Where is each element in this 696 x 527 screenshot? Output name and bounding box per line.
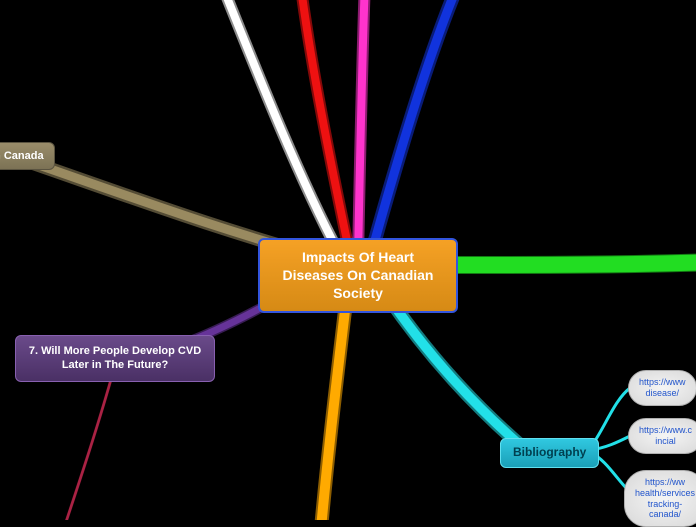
cloud-link-0[interactable]: https://www disease/ — [628, 370, 696, 406]
node-bibliography[interactable]: Bibliography — [500, 438, 599, 468]
node-future-label: 7. Will More People Develop CVD Later in… — [29, 345, 201, 371]
node-bibliography-label: Bibliography — [513, 445, 586, 459]
branch-maroon — [60, 365, 115, 520]
node-future[interactable]: 7. Will More People Develop CVD Later in… — [15, 335, 215, 382]
node-canada-label: In Canada — [0, 150, 44, 162]
cloud-link-2[interactable]: https://ww health/services tracking- can… — [624, 470, 696, 527]
branch-orange-core — [320, 285, 348, 520]
branch-blue-core — [370, 0, 460, 258]
branch-green-core — [450, 262, 696, 265]
center-node[interactable]: Impacts Of Heart Diseases On Canadian So… — [258, 238, 458, 313]
center-label: Impacts Of Heart Diseases On Canadian So… — [283, 249, 434, 301]
branch-maroon-core — [60, 365, 115, 520]
node-canada[interactable]: In Canada — [0, 142, 55, 170]
cloud-link-1[interactable]: https://www.c incial — [628, 418, 696, 454]
